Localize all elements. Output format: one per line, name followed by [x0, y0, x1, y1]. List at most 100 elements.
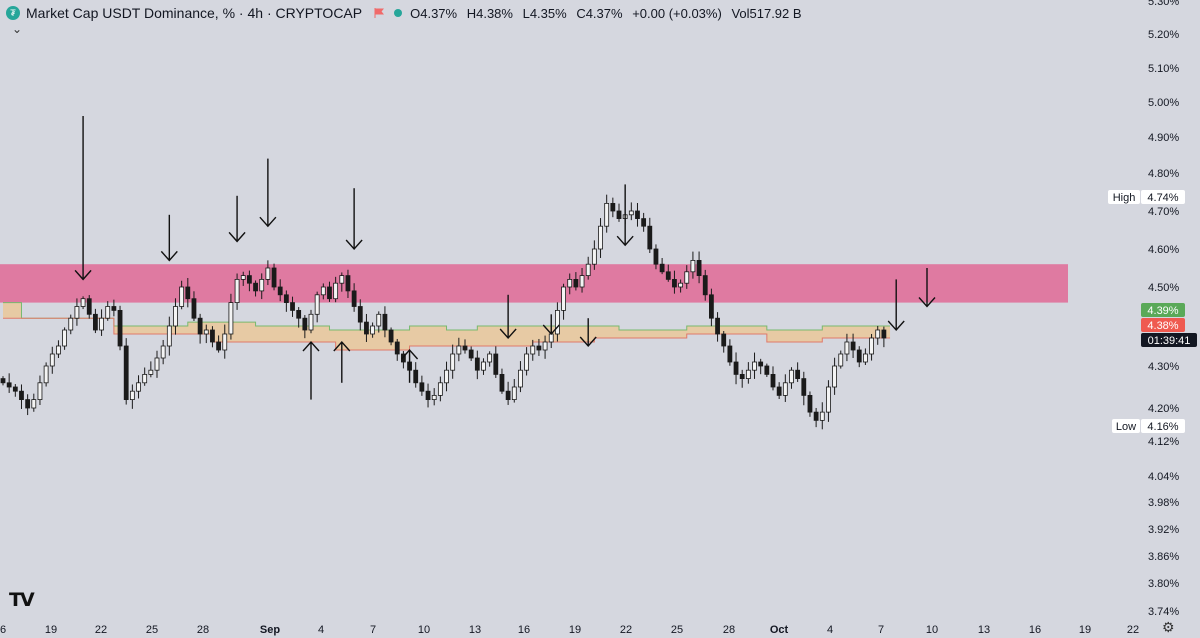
candle: [795, 362, 801, 382]
chevron-down-icon[interactable]: ⌄: [12, 22, 23, 36]
candle: [826, 380, 831, 422]
candle-body: [653, 248, 659, 265]
ohlc-values: O4.37% H4.38% L4.35% C4.37% +0.00 (+0.03…: [410, 6, 807, 21]
candle: [62, 327, 67, 350]
arrow-down-annotation: [579, 318, 597, 348]
candle-body: [6, 382, 12, 388]
x-axis-tick-label: 13: [978, 624, 990, 636]
flag-icon[interactable]: [374, 8, 385, 18]
candle: [394, 338, 400, 361]
tradingview-logo[interactable]: TV: [9, 589, 35, 611]
tether-icon: ₮: [6, 6, 20, 20]
x-axis-tick-label: 10: [418, 624, 430, 636]
y-axis-tick-label: 4.70%: [1148, 206, 1179, 218]
arrow-head: [345, 239, 363, 251]
candle-body: [173, 306, 178, 327]
candle: [709, 288, 714, 327]
high-value-badge-text: 4.74%: [1147, 192, 1178, 204]
candle-body: [776, 386, 782, 396]
candle-body: [826, 386, 831, 413]
candle-body: [505, 390, 511, 401]
candle: [727, 339, 733, 366]
candle: [647, 217, 653, 254]
candle: [468, 346, 474, 361]
x-axis-tick-label: 6: [0, 624, 6, 636]
candle: [801, 371, 807, 406]
candle-body: [99, 317, 104, 331]
candle: [240, 271, 246, 286]
candle-body: [561, 286, 566, 311]
candle-body: [678, 282, 683, 288]
candle-body: [74, 306, 80, 319]
candle-body: [690, 259, 696, 273]
candle: [148, 361, 154, 378]
candle-body: [641, 218, 647, 227]
candle-body: [191, 298, 197, 319]
candle: [696, 251, 702, 284]
arrow-head: [579, 336, 597, 348]
candle-body: [240, 275, 246, 280]
candle: [12, 384, 18, 397]
x-axis-tick-label: 25: [146, 624, 158, 636]
candle: [68, 314, 74, 335]
y-axis-tick-label: 5.10%: [1148, 63, 1179, 75]
candle-body: [450, 353, 456, 371]
candle: [610, 197, 616, 218]
candle: [850, 333, 856, 358]
gear-icon[interactable]: ⚙: [1162, 619, 1175, 635]
candle: [277, 279, 283, 302]
candle-body: [154, 357, 160, 371]
candle: [474, 350, 480, 380]
candle: [752, 352, 757, 379]
candle: [253, 280, 258, 297]
arrow-head: [333, 340, 351, 352]
arrow-head: [401, 348, 419, 360]
cloud-upper-badge: 4.39%: [1141, 303, 1185, 317]
candle-body: [68, 317, 74, 331]
arrow-head: [160, 250, 178, 262]
candle-body: [56, 345, 61, 355]
candle: [733, 352, 739, 385]
candle-body: [795, 369, 801, 380]
candle-body: [203, 329, 209, 335]
arrow-down-annotation: [160, 214, 178, 262]
cloud-lower-badge: 4.38%: [1141, 318, 1185, 332]
arrow-head: [74, 269, 92, 281]
y-axis-tick-label: 4.50%: [1148, 282, 1179, 294]
candle-body: [474, 357, 480, 371]
cloud-lower-badge-text: 4.38%: [1147, 320, 1178, 332]
candle-body: [782, 382, 788, 396]
arrow-down-annotation: [499, 294, 517, 340]
x-axis-tick-label: 16: [518, 624, 530, 636]
candle-body: [327, 286, 332, 300]
candle: [111, 299, 117, 317]
candle: [382, 306, 388, 338]
symbol-title[interactable]: Market Cap USDT Dominance, % · 4h · CRYP…: [26, 5, 363, 21]
resistance-zone: [0, 264, 1068, 303]
candle-body: [610, 202, 616, 212]
candle-body: [370, 325, 376, 335]
candle-body: [672, 278, 677, 288]
cloud-upper-badge-bg: [1141, 303, 1185, 317]
candle: [308, 309, 314, 334]
x-axis-tick-label: 25: [671, 624, 683, 636]
candle-body: [684, 271, 690, 284]
close-value: C4.37%: [576, 5, 623, 21]
candle-body: [468, 349, 474, 359]
candle: [832, 357, 837, 395]
arrow-head: [918, 297, 936, 308]
x-axis-tick-label: Oct: [770, 624, 789, 636]
candle-body: [456, 345, 462, 355]
candle-body: [573, 278, 579, 288]
candle: [302, 315, 308, 339]
candle-body: [25, 399, 31, 409]
candle-body: [320, 286, 326, 296]
arrow-down-annotation: [345, 188, 363, 251]
candle-body: [123, 345, 129, 400]
candle: [758, 358, 764, 375]
low-value-badge-text: 4.16%: [1147, 421, 1178, 433]
candle-body: [37, 382, 43, 400]
candle-body: [585, 263, 591, 277]
candle-body: [616, 210, 622, 219]
